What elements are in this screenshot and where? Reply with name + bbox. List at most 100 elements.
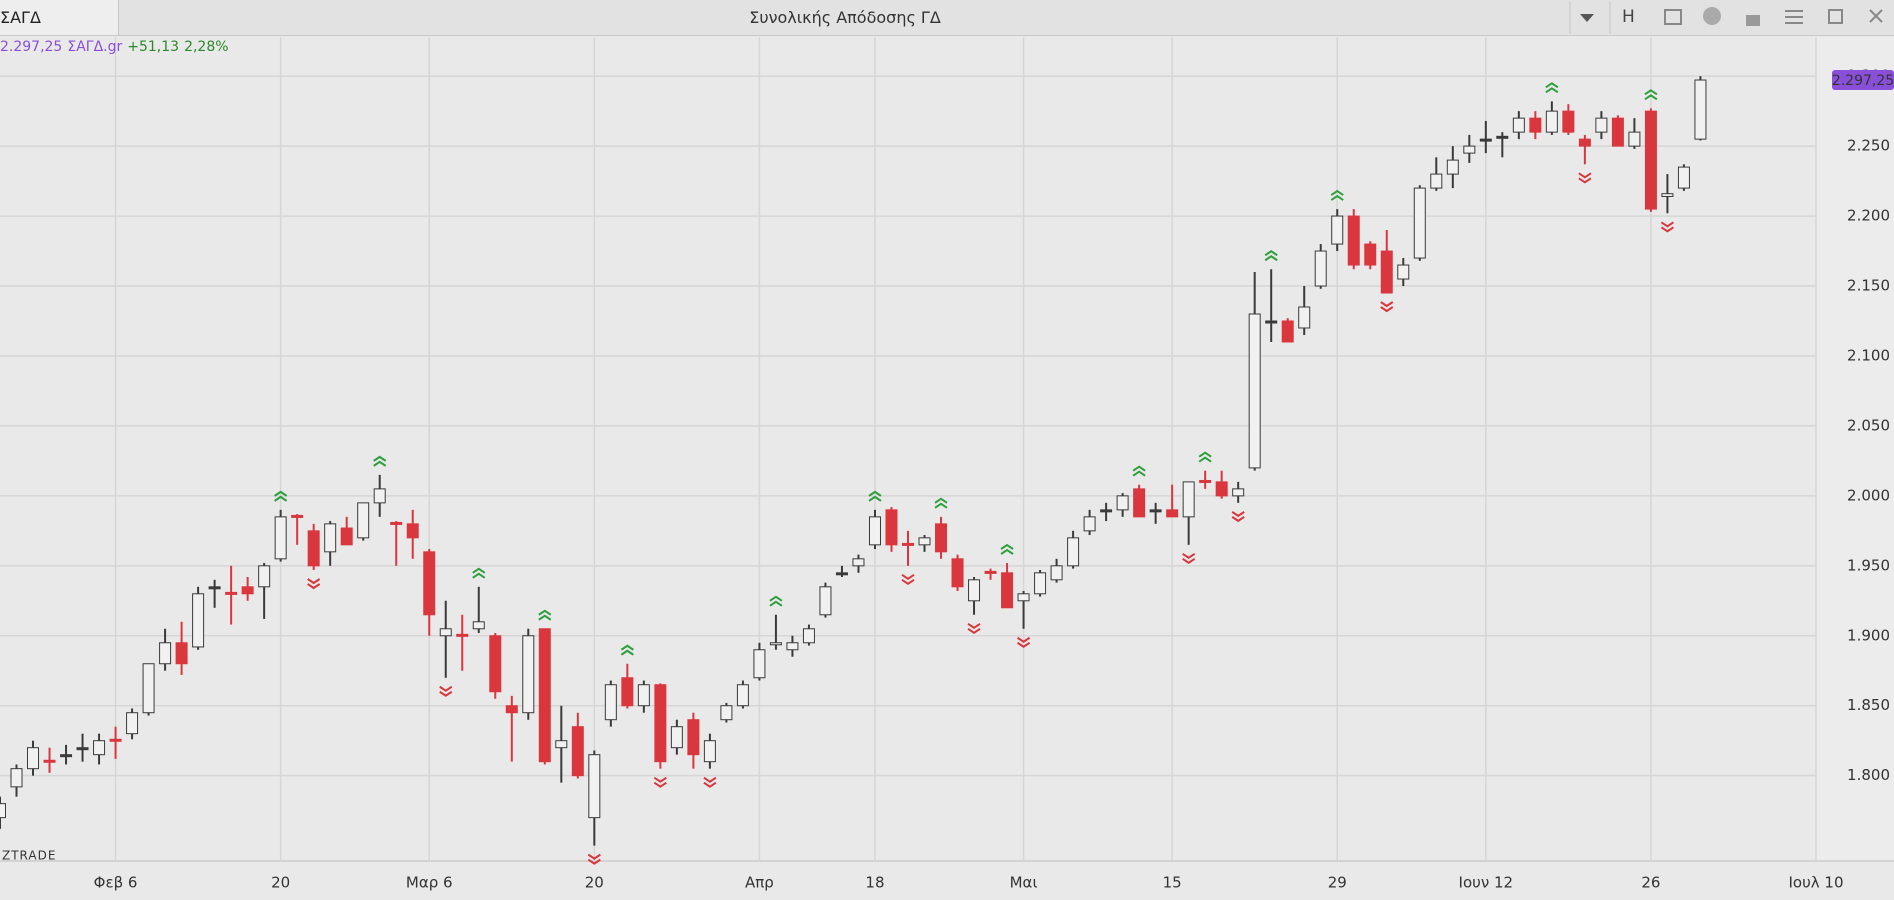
y-tick-label: 1.900 [1847,626,1890,644]
candle-body [1595,117,1608,133]
toolbar-title: Συνολικής Απόδοσης ΓΔ [749,8,941,27]
candle-body [1463,145,1476,154]
candle-body [1562,110,1575,133]
menu-icon[interactable] [1785,10,1803,24]
candle-body [241,586,254,595]
info-change-pct: 2,28% [184,39,229,55]
candle-body [340,527,353,546]
candle-body [902,542,914,546]
candle-body [968,579,981,602]
candle-body [274,516,287,560]
dropdown-icon[interactable] [1580,14,1594,22]
candle-body [1512,117,1525,133]
candle-body [1017,593,1030,602]
candle-body [258,565,271,588]
candle-body [654,684,667,763]
candle-body [637,684,650,707]
candle-body [1199,479,1212,483]
y-tick-label: 2.100 [1847,346,1890,364]
candle-body [126,712,139,735]
candle-body [1397,264,1410,280]
candle-body [1100,509,1113,513]
y-tick-label: 1.800 [1847,766,1890,784]
symbol-box[interactable]: ΣΑΓΔ [0,0,119,35]
candle-body [109,738,122,742]
quote-icon[interactable] [1703,7,1721,25]
signal-up [868,490,882,502]
y-tick-label: 2.200 [1847,207,1890,225]
signal-up [769,595,783,607]
candle-body [835,572,848,576]
info-symbol: ΣΑΓΔ.gr [67,39,123,55]
y-tick-label: 2.050 [1847,416,1890,434]
candle-body [1281,320,1294,343]
signal-down [307,578,321,590]
candle-body [390,521,403,525]
x-tick-label: Μαι [1010,874,1038,892]
toolbar: ΣΑΓΔ Συνολικής Απόδοσης ΓΔ H [0,0,1894,36]
close-icon[interactable] [1869,9,1883,23]
x-tick-label: 20 [271,874,290,892]
candle-body [489,635,502,693]
x-tick-label: Ιουν 12 [1459,874,1514,892]
candle-body [522,635,535,714]
candle-body [736,684,749,707]
lock-icon[interactable] [1746,15,1760,26]
candle-body [604,684,617,721]
x-tick-label: 29 [1328,874,1347,892]
candle-body [1529,117,1542,133]
y-tick-label: 2.000 [1847,486,1890,504]
candle-body [1496,135,1509,139]
candle-body [1677,166,1690,189]
last-price-label: 2.297,25 [1832,73,1894,89]
candle-body [1149,509,1162,513]
candle-body [1001,572,1014,609]
signal-down [653,776,667,788]
candle-body [1364,243,1377,266]
candle-body [1083,516,1096,532]
signal-down [967,622,981,634]
candle-body [951,558,964,588]
signal-up [1000,543,1014,555]
candle-body [1265,320,1278,324]
candle-body [1628,131,1641,147]
watermark: ZTRADE [2,849,56,863]
candle-body [175,642,188,665]
x-tick-label: 18 [865,874,884,892]
signal-down [1231,511,1245,523]
candle-body [357,502,370,539]
candle-body [935,523,948,553]
candle-body [1430,173,1443,189]
signal-up [934,497,948,509]
candle-body [687,719,700,756]
candle-body [621,677,634,707]
candle-body [1413,187,1426,259]
signal-down [1660,221,1674,233]
h-button[interactable]: H [1622,7,1635,27]
x-tick-label: Ιουλ 10 [1788,874,1843,892]
candle-body [142,663,155,714]
signal-up [1644,89,1658,101]
y-tick-label: 2.250 [1847,137,1890,155]
signal-up [1330,189,1344,201]
signal-down [1182,552,1196,565]
x-tick-label: Φεβ 6 [94,874,138,892]
candle-body [1314,250,1327,287]
candle-body [27,747,40,770]
x-tick-label: 26 [1641,874,1660,892]
candle-body [753,649,766,679]
x-tick-label: 15 [1163,874,1182,892]
candle-body [1232,488,1245,497]
candle-body [1034,572,1047,595]
restore-icon[interactable] [1828,9,1843,24]
signal-up [373,455,387,467]
candle-body [159,642,172,665]
signal-up [538,609,552,621]
panel-icon[interactable] [1664,9,1682,25]
candle-body [885,509,898,546]
signal-down [439,685,453,697]
x-tick-label: 20 [585,874,604,892]
signal-up [1198,451,1212,463]
